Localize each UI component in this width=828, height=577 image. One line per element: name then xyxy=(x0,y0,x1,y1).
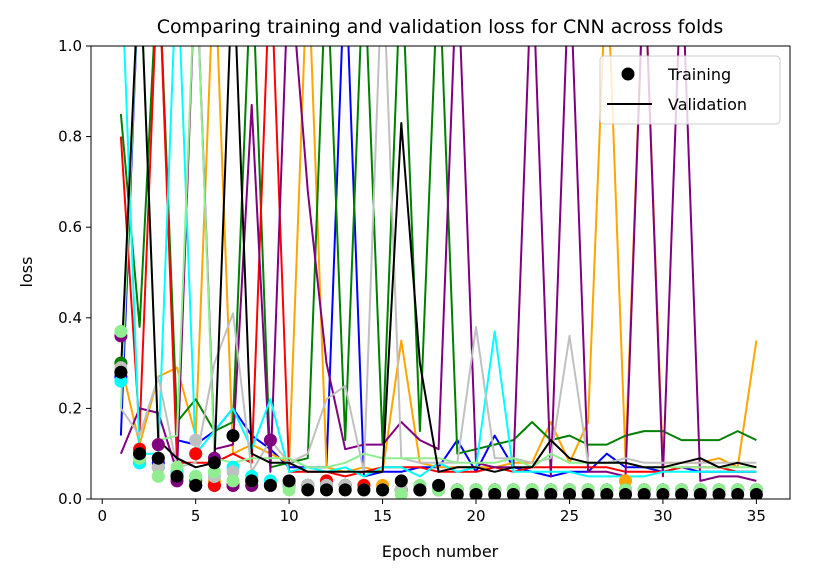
training-point-fold-9 xyxy=(432,478,446,492)
legend-training-label: Training xyxy=(667,65,731,84)
y-tick-label: 0.4 xyxy=(58,309,82,327)
training-point-fold-7 xyxy=(189,433,203,447)
training-point-fold-8 xyxy=(114,324,128,338)
x-tick-label: 10 xyxy=(280,507,299,525)
training-point-fold-4 xyxy=(207,478,221,492)
y-axis: 0.0 0.2 0.4 0.6 0.8 1.0 xyxy=(58,37,91,508)
training-point-fold-9 xyxy=(320,483,333,497)
training-point-fold-9 xyxy=(637,488,651,499)
training-point-fold-2 xyxy=(619,474,632,488)
training-point-fold-9 xyxy=(338,483,352,497)
training-point-fold-8 xyxy=(170,460,184,474)
y-tick-label: 1.0 xyxy=(58,37,82,55)
y-axis-label: loss xyxy=(17,257,36,288)
training-point-fold-7 xyxy=(151,460,165,474)
training-point-fold-9 xyxy=(413,483,427,497)
training-point-fold-9 xyxy=(189,478,203,492)
y-tick-label: 0.6 xyxy=(58,218,82,236)
training-point-fold-9 xyxy=(544,488,558,499)
plot-frame xyxy=(90,45,791,500)
training-point-fold-9 xyxy=(488,488,502,499)
training-point-fold-9 xyxy=(170,469,184,483)
training-point-fold-9 xyxy=(731,488,745,499)
training-point-fold-9 xyxy=(376,483,390,497)
x-tick-label: 15 xyxy=(373,507,392,525)
training-point-fold-6 xyxy=(114,374,128,388)
validation-line-fold-5 xyxy=(119,46,757,482)
training-point-fold-9 xyxy=(525,488,539,499)
training-point-fold-9 xyxy=(749,488,763,499)
training-point-fold-8 xyxy=(189,469,203,483)
legend-validation-label: Validation xyxy=(668,95,747,114)
x-tick-label: 5 xyxy=(191,507,201,525)
training-point-fold-9 xyxy=(619,488,632,499)
series-layer xyxy=(114,46,763,499)
training-point-fold-5 xyxy=(151,438,165,452)
legend-training-marker xyxy=(621,67,635,81)
training-point-fold-9 xyxy=(282,474,296,488)
training-point-fold-9 xyxy=(301,483,315,497)
x-tick-label: 25 xyxy=(560,507,579,525)
training-point-fold-9 xyxy=(394,474,408,488)
training-point-fold-9 xyxy=(133,447,147,461)
training-point-fold-8 xyxy=(151,469,165,483)
training-point-fold-9 xyxy=(693,488,707,499)
training-point-fold-9 xyxy=(581,488,595,499)
legend-box xyxy=(599,55,781,125)
training-point-fold-9 xyxy=(506,488,520,499)
training-point-fold-9 xyxy=(656,488,670,499)
training-point-fold-8 xyxy=(207,465,221,479)
x-tick-label: 30 xyxy=(653,507,672,525)
validation-line-fold-7 xyxy=(120,46,757,473)
x-tick-label: 0 xyxy=(97,507,107,525)
y-tick-label: 0.0 xyxy=(58,490,82,508)
training-point-fold-8 xyxy=(226,474,240,488)
validation-line-fold-3 xyxy=(119,46,757,469)
training-point-fold-8 xyxy=(282,483,296,497)
training-point-fold-9 xyxy=(469,488,483,499)
training-point-fold-9 xyxy=(712,488,726,499)
training-point-fold-9 xyxy=(357,483,371,497)
training-point-fold-8 xyxy=(394,488,408,499)
chart-title: Comparing training and validation loss f… xyxy=(157,16,723,38)
training-point-fold-9 xyxy=(114,365,128,379)
training-point-fold-7 xyxy=(226,465,240,479)
training-point-fold-9 xyxy=(600,488,614,499)
training-point-fold-9 xyxy=(263,478,277,492)
training-point-fold-9 xyxy=(151,451,165,465)
training-point-fold-5 xyxy=(263,433,277,447)
y-tick-label: 0.2 xyxy=(58,399,82,417)
training-point-fold-4 xyxy=(189,447,203,461)
x-axis-label: Epoch number xyxy=(382,542,499,561)
training-point-fold-9 xyxy=(207,456,221,470)
training-point-fold-9 xyxy=(245,474,259,488)
training-point-fold-9 xyxy=(226,429,240,443)
x-tick-label: 35 xyxy=(747,507,766,525)
y-tick-label: 0.8 xyxy=(58,128,82,146)
training-point-fold-9 xyxy=(450,488,464,499)
training-point-fold-9 xyxy=(675,488,689,499)
validation-line-fold-9 xyxy=(119,46,757,473)
legend: Training Validation xyxy=(599,55,781,125)
x-tick-label: 20 xyxy=(466,507,485,525)
training-point-fold-9 xyxy=(563,488,576,499)
x-axis: 0 5 10 15 20 25 30 35 xyxy=(97,499,766,525)
